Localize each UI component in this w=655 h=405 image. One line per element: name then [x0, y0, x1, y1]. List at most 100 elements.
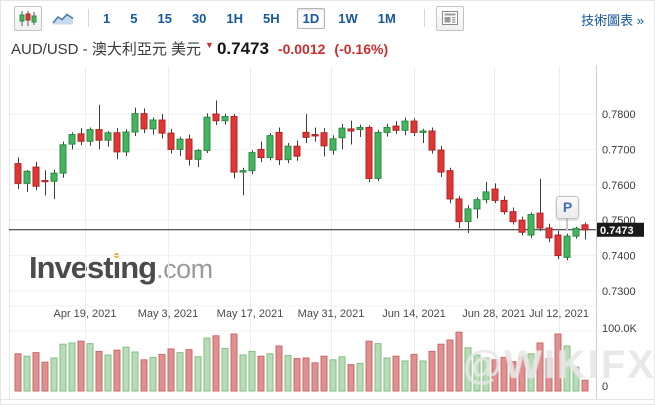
candle-body	[140, 113, 148, 130]
volume-bar	[248, 350, 256, 392]
volume-bar	[41, 361, 49, 392]
volume-bar	[140, 359, 148, 392]
volume-bar	[239, 354, 247, 392]
candle-body	[230, 115, 238, 173]
candle-body	[554, 234, 562, 257]
x-axis-label: Apr 19, 2021	[54, 308, 117, 320]
volume-bar	[383, 357, 391, 392]
candle-body	[284, 145, 292, 161]
candle-body	[374, 131, 382, 179]
candle-body	[536, 212, 544, 229]
volume-bar	[428, 350, 436, 392]
candle-body	[293, 145, 301, 157]
volume-bar	[50, 357, 58, 392]
candle-body	[518, 219, 526, 233]
volume-bar	[437, 343, 445, 392]
timeframe-button-5H[interactable]: 5H	[263, 10, 280, 26]
candle-body	[104, 132, 112, 141]
timeframe-button-1W[interactable]: 1W	[338, 10, 358, 26]
candle-body	[473, 199, 481, 210]
line-chart-button[interactable]	[49, 6, 77, 31]
volume-bar	[221, 347, 229, 392]
candle-body	[491, 188, 499, 201]
volume-bar	[365, 340, 373, 392]
area-chart-icon	[52, 13, 74, 25]
candle-body	[149, 119, 157, 130]
timeframe-button-1M[interactable]: 1M	[377, 10, 396, 26]
volume-bar	[554, 333, 562, 392]
candle-body	[14, 163, 22, 184]
candle-body	[509, 211, 517, 223]
candlestick-chart-button[interactable]	[14, 5, 42, 31]
candle-body	[563, 235, 571, 258]
p-marker[interactable]: P	[556, 196, 579, 219]
volume-bar	[230, 333, 238, 392]
timeframe-button-1[interactable]: 1	[103, 10, 111, 26]
price-change-pct: (-0.16%)	[334, 41, 389, 57]
candle-body	[392, 125, 400, 131]
candle-body	[410, 120, 418, 133]
candle-body	[365, 126, 373, 179]
candle-body	[41, 180, 49, 183]
volume-bar	[473, 354, 481, 392]
volume-bar	[401, 360, 409, 392]
volume-bar	[311, 362, 319, 392]
volume-bar	[482, 357, 490, 392]
volume-bar	[59, 343, 67, 392]
volume-bar	[509, 361, 517, 392]
technical-chart-link[interactable]: 技術圖表 »	[581, 13, 644, 28]
candle-body	[212, 113, 220, 122]
timeframe-button-5[interactable]: 5	[130, 10, 138, 26]
candle-body	[275, 131, 283, 161]
candle-body	[185, 138, 193, 160]
volume-bar	[167, 348, 175, 392]
x-axis-label: Jun 14, 2021	[382, 308, 446, 320]
toolbar: 1 5 15 30 1H 5H 1D 1W 1M 技術圖表 »	[1, 1, 654, 35]
candle-body	[158, 119, 166, 134]
volume-bar	[113, 349, 121, 392]
candle-body	[356, 126, 364, 131]
x-axis-label: May 3, 2021	[138, 308, 199, 320]
volume-bar	[545, 358, 553, 392]
candle-body	[383, 126, 391, 133]
candle-body	[455, 198, 463, 223]
toolbar-divider	[423, 9, 425, 27]
candle-body	[338, 127, 346, 139]
price-chart[interactable]: Apr 19, 2021 May 3, 2021 May 17, 2021 May 3…	[1, 65, 655, 405]
candle-body	[347, 128, 355, 132]
x-axis-label: Jun 28, 2021	[462, 308, 526, 320]
x-axis-label: May 31, 2021	[298, 308, 365, 320]
candle-body	[419, 130, 427, 133]
candle-body	[131, 113, 139, 133]
volume-bar	[275, 345, 283, 392]
candle-body	[527, 214, 535, 236]
volume-bar	[68, 342, 76, 392]
timeframe-button-1D[interactable]: 1D	[296, 7, 326, 29]
candle-body	[401, 120, 409, 131]
volume-bar	[212, 335, 220, 392]
candle-body	[329, 138, 337, 151]
candle-body	[581, 224, 589, 231]
volume-bar	[329, 359, 337, 392]
volume-bar	[149, 356, 157, 392]
volume-bar	[104, 354, 112, 392]
timeframe-button-30[interactable]: 30	[191, 10, 207, 26]
volume-bar	[293, 358, 301, 392]
volume-bar	[176, 352, 184, 392]
candle-body	[23, 170, 31, 184]
candle-body	[545, 227, 553, 239]
candle-body	[221, 115, 229, 122]
logo-suffix: .com	[156, 254, 213, 284]
candle-body	[500, 199, 508, 213]
candle-body	[176, 138, 184, 150]
volume-bar	[320, 355, 328, 392]
volume-bar	[185, 349, 193, 392]
news-button[interactable]	[435, 5, 464, 31]
timeframe-button-15[interactable]: 15	[157, 10, 172, 26]
last-price: 0.7473	[216, 39, 269, 58]
news-icon	[441, 11, 458, 25]
timeframe-button-1H[interactable]: 1H	[226, 10, 244, 26]
volume-bar	[266, 353, 274, 392]
x-axis-label: Jul 12, 2021	[529, 308, 589, 320]
candle-body	[167, 132, 175, 150]
